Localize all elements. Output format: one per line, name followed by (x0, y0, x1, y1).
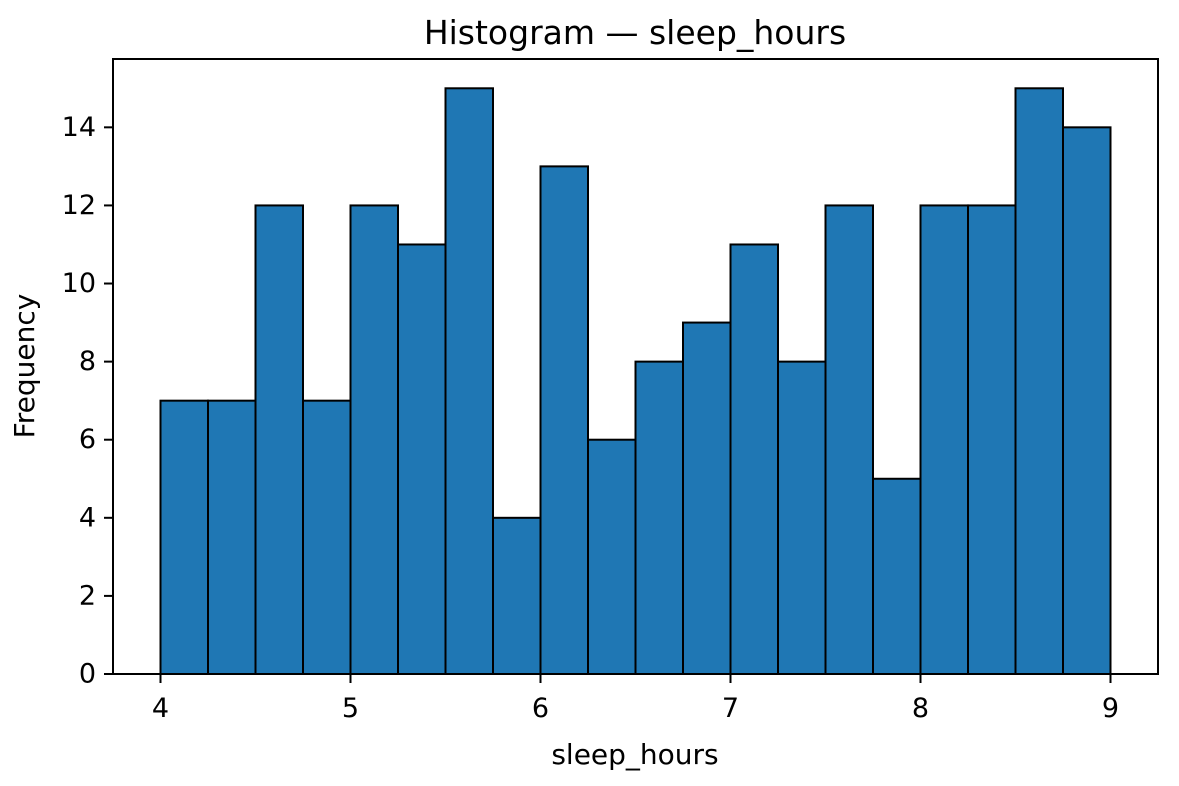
x-axis-label: sleep_hours (551, 738, 718, 771)
y-tick-label: 4 (79, 502, 96, 533)
x-tick-label: 9 (1102, 693, 1119, 724)
histogram-bar (1014, 87, 1064, 676)
histogram-bar (919, 204, 969, 675)
histogram-bar (159, 399, 209, 675)
chart-title: Histogram — sleep_hours (424, 13, 846, 52)
histogram-bar (539, 165, 589, 675)
y-tick-label: 2 (79, 580, 96, 611)
histogram-bar (254, 204, 304, 675)
y-axis-label: Frequency (8, 294, 41, 439)
y-axis-ticks: 0 2 4 6 8 10 12 14 (62, 112, 113, 690)
histogram-bar (872, 477, 922, 676)
y-tick-label: 8 (79, 346, 96, 377)
y-tick-label: 6 (79, 424, 96, 455)
x-tick-label: 8 (912, 693, 929, 724)
histogram-bar (397, 243, 447, 675)
histogram-bar (302, 399, 352, 675)
histogram-bar (682, 321, 732, 675)
histogram-bar (587, 438, 637, 675)
x-tick-label: 5 (342, 693, 359, 724)
histogram-bar (967, 204, 1017, 675)
histogram-bar (349, 204, 399, 675)
y-tick-label: 10 (62, 268, 96, 299)
histogram-bar (1062, 126, 1112, 675)
histogram-bar (634, 360, 684, 675)
histogram-bar (729, 243, 779, 675)
x-tick-label: 6 (532, 693, 549, 724)
y-tick-label: 0 (79, 659, 96, 690)
y-tick-label: 12 (62, 190, 96, 221)
histogram-bar (824, 204, 874, 675)
bars-group (159, 87, 1112, 676)
histogram-bar (207, 399, 257, 675)
y-tick-label: 14 (62, 112, 96, 143)
x-tick-label: 7 (722, 693, 739, 724)
x-axis-ticks: 4 5 6 7 8 9 (152, 674, 1119, 724)
histogram-bar (777, 360, 827, 675)
x-tick-label: 4 (152, 693, 169, 724)
histogram-bar (444, 87, 494, 676)
plot-frame (112, 58, 1159, 675)
histogram-bar (492, 516, 542, 675)
